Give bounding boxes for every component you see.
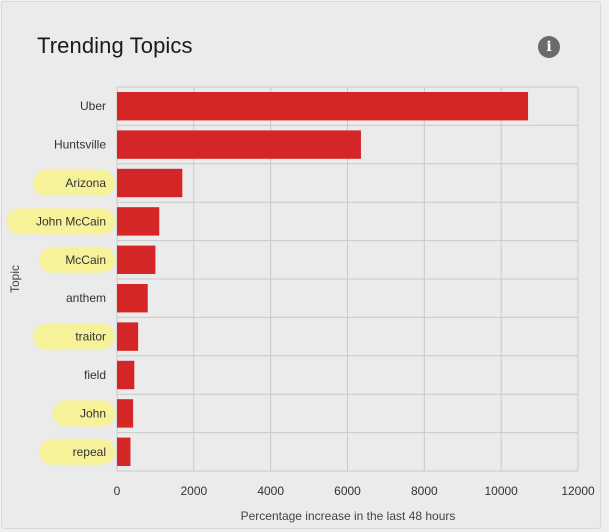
label-highlight	[32, 170, 115, 196]
x-tick-label: 6000	[334, 484, 361, 498]
label-highlight	[52, 400, 115, 427]
bar-traitor	[117, 322, 139, 351]
x-axis-title: Percentage increase in the last 48 hours	[241, 509, 456, 523]
x-tick-label: 0	[114, 484, 121, 498]
y-tick-label: Uber	[80, 99, 106, 113]
label-highlight	[39, 438, 115, 465]
x-tick-label: 4000	[257, 484, 284, 498]
bar-field	[117, 360, 135, 390]
x-tick-label: 8000	[411, 484, 438, 498]
info-icon[interactable]: i	[538, 36, 560, 58]
label-highlight	[6, 208, 115, 235]
label-highlight	[39, 246, 115, 273]
y-tick-label: John McCain	[36, 214, 106, 228]
y-tick-label: traitor	[75, 330, 106, 344]
y-tick-label: repeal	[73, 445, 106, 459]
y-tick-label: McCain	[65, 253, 106, 267]
x-tick-label: 10000	[484, 484, 518, 498]
bar-john	[117, 399, 134, 428]
x-tick-label: 2000	[180, 484, 207, 498]
x-tick-label: 12000	[561, 484, 595, 498]
y-axis-title: Topic	[8, 265, 22, 293]
y-tick-label: field	[84, 368, 106, 382]
label-highlight	[32, 323, 115, 350]
y-tick-label: John	[80, 406, 106, 420]
bar-repeal	[117, 437, 131, 467]
bar-huntsville	[117, 130, 361, 159]
y-tick-label: Huntsville	[54, 138, 106, 152]
bar-uber	[117, 91, 529, 121]
chart-title: Trending Topics	[37, 33, 193, 58]
bar-arizona	[117, 168, 183, 198]
bar-john-mccain	[117, 207, 160, 236]
y-tick-label: Arizona	[65, 176, 106, 190]
y-tick-label: anthem	[66, 291, 106, 305]
bar-mccain	[117, 245, 156, 275]
bar-anthem	[117, 283, 148, 313]
